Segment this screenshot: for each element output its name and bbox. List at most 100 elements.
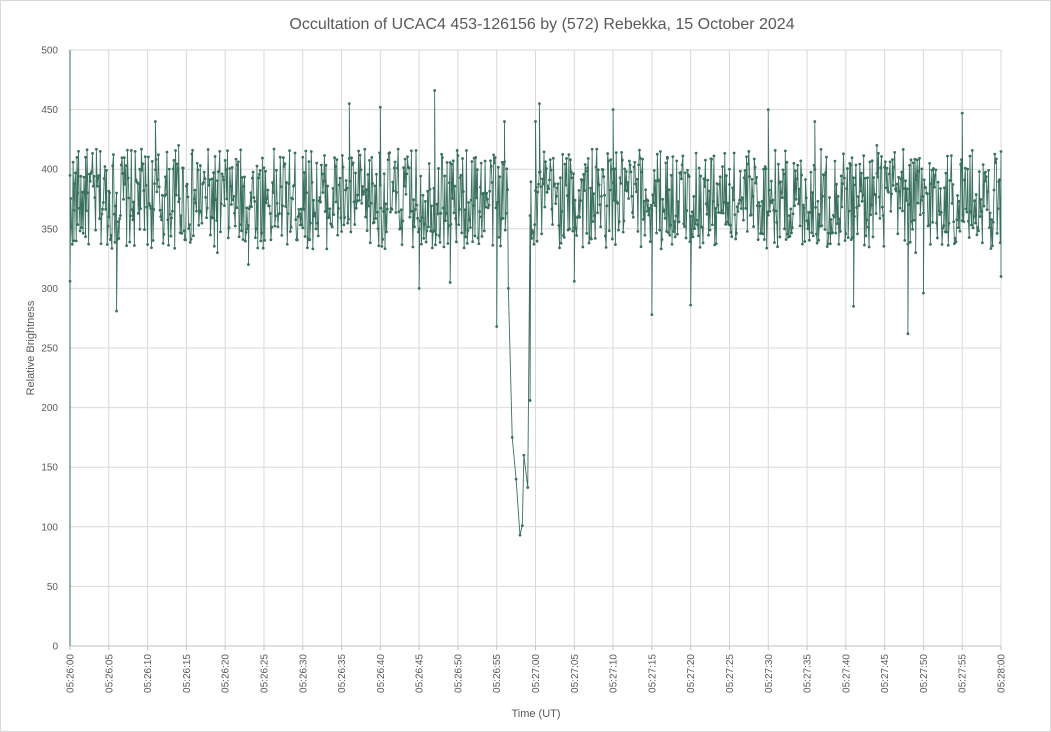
data-point [195, 161, 199, 165]
data-point [153, 182, 156, 186]
data-point [805, 219, 809, 223]
data-point [768, 209, 772, 213]
data-point [624, 170, 628, 173]
data-point [84, 209, 88, 213]
data-point [696, 223, 700, 227]
data-point [468, 218, 471, 222]
data-point [443, 174, 447, 178]
data-point [102, 177, 106, 180]
data-point [893, 151, 897, 154]
data-point [486, 197, 489, 201]
data-point [554, 202, 558, 205]
data-point [125, 244, 129, 248]
data-point [138, 167, 142, 171]
data-point [648, 240, 652, 244]
data-point [724, 174, 728, 177]
data-point [568, 227, 572, 231]
data-point [825, 245, 829, 248]
data-point [355, 199, 359, 203]
data-point [575, 234, 579, 237]
data-point [914, 178, 918, 182]
data-point [254, 236, 257, 240]
data-point [479, 215, 483, 219]
data-point [989, 247, 993, 250]
data-point [444, 211, 448, 215]
data-point [359, 168, 363, 172]
data-point [828, 242, 832, 246]
data-point [241, 238, 245, 241]
data-point [862, 154, 866, 158]
data-point [168, 212, 172, 216]
data-point [127, 196, 131, 200]
data-point [850, 156, 854, 160]
data-point [674, 214, 678, 218]
data-point [373, 184, 377, 188]
data-point [949, 154, 953, 157]
data-point [947, 221, 951, 225]
data-point [478, 210, 482, 213]
data-point [113, 240, 117, 244]
data-point [826, 242, 830, 246]
data-point [202, 181, 205, 184]
data-point [761, 232, 765, 236]
data-point [73, 182, 77, 186]
data-point [98, 150, 102, 153]
data-point [822, 173, 826, 177]
data-point [628, 163, 632, 167]
data-point [417, 227, 421, 231]
data-point [422, 237, 426, 240]
data-point [139, 147, 143, 151]
data-point [139, 207, 143, 211]
data-point [215, 219, 219, 222]
data-point [838, 217, 842, 221]
data-point [982, 204, 986, 208]
y-tick-label: 200 [41, 403, 58, 414]
data-point [869, 213, 873, 217]
data-point [729, 231, 733, 234]
data-point [112, 153, 115, 157]
data-point [846, 236, 850, 240]
axes: 0 50 100 150 200 250 300 350 400 450 500 05:26:00 05… [41, 46, 1007, 693]
data-point [661, 197, 665, 201]
data-point [767, 188, 771, 192]
data-point [237, 235, 241, 239]
data-point [736, 209, 740, 213]
y-tick-label: 500 [41, 46, 58, 57]
data-point [663, 216, 667, 220]
data-point [645, 209, 649, 213]
data-point [469, 198, 473, 202]
data-point [190, 152, 194, 156]
data-point [870, 159, 874, 163]
data-point [165, 150, 169, 154]
data-point [368, 158, 371, 162]
data-point [911, 161, 915, 165]
data-point [631, 215, 635, 219]
y-tick-label: 300 [41, 284, 58, 295]
data-point [756, 238, 760, 241]
data-point [880, 155, 883, 158]
data-point [342, 223, 346, 227]
data-point [949, 179, 952, 182]
data-point [973, 199, 977, 203]
data-point [788, 235, 792, 238]
data-point [381, 237, 385, 241]
data-point [776, 245, 779, 249]
data-point [173, 246, 177, 250]
data-point [313, 211, 317, 215]
data-point [558, 246, 561, 250]
data-point [306, 246, 309, 250]
data-point [603, 234, 607, 238]
data-point [865, 218, 869, 222]
data-point [324, 163, 328, 167]
data-point [298, 212, 302, 216]
data-point [219, 230, 222, 234]
data-point [840, 205, 844, 209]
data-point [697, 166, 701, 170]
data-point [180, 232, 184, 235]
data-point [461, 190, 465, 193]
data-point [278, 212, 281, 215]
data-point [616, 201, 620, 205]
data-point [407, 166, 411, 170]
data-point [479, 161, 483, 165]
